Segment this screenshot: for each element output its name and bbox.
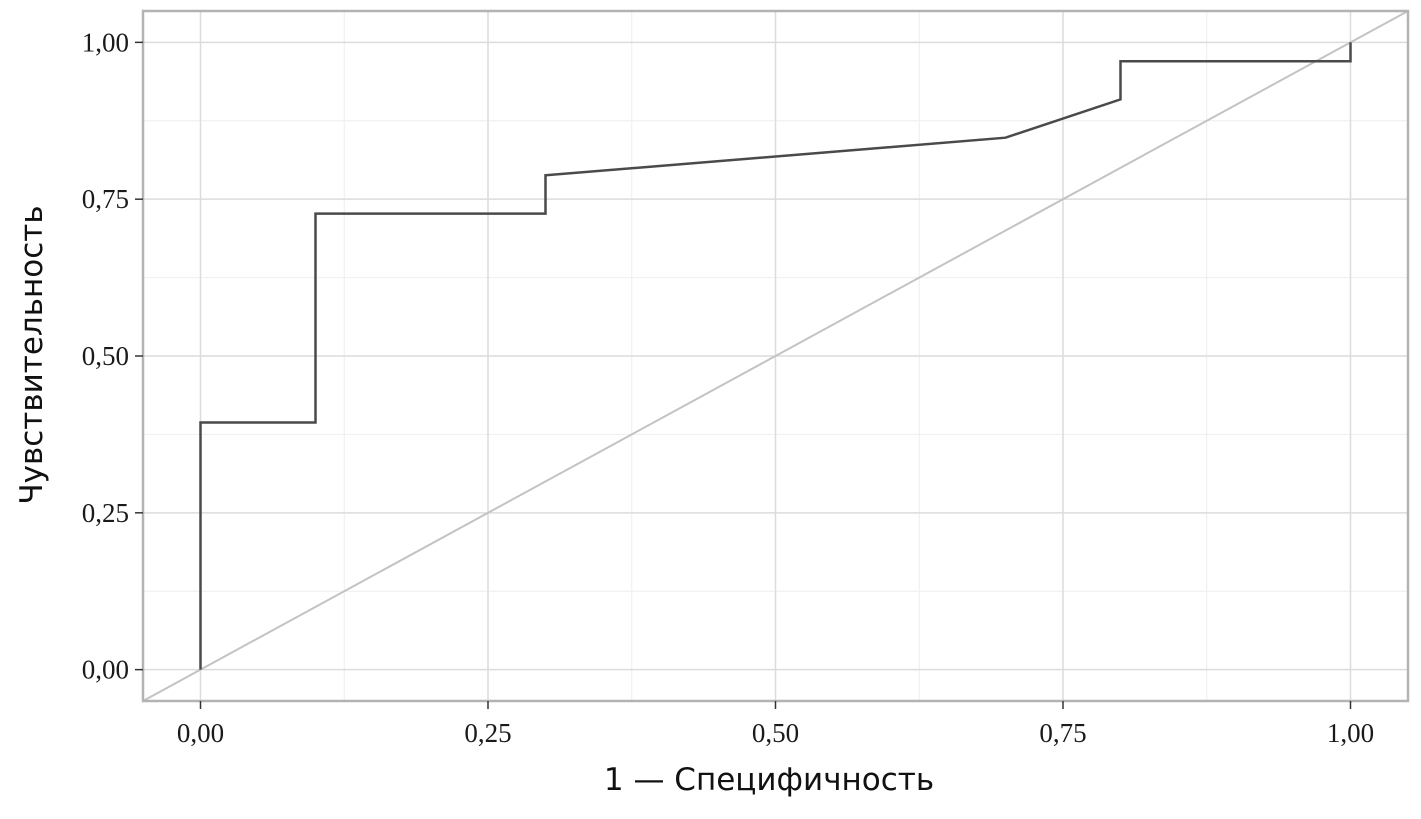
x-tick-label: 0,50 xyxy=(752,718,799,748)
x-tick-label: 0,75 xyxy=(1039,718,1086,748)
x-axis-ticks: 0,00 0,25 0,50 0,75 1,00 xyxy=(177,701,1374,748)
x-tick-label: 0,00 xyxy=(177,718,224,748)
y-axis-title: Чувствительность xyxy=(14,205,50,504)
y-axis-ticks: 0,00 0,25 0,50 0,75 1,00 xyxy=(82,27,143,685)
x-tick-label: 0,25 xyxy=(464,718,511,748)
y-tick-label: 0,25 xyxy=(82,498,129,528)
x-axis-title: 1 — Специфичность xyxy=(604,762,934,798)
grid xyxy=(143,11,1408,701)
reference-diagonal-line xyxy=(142,10,1409,702)
y-tick-label: 1,00 xyxy=(82,27,129,57)
series-layer xyxy=(142,10,1409,702)
x-tick-label: 1,00 xyxy=(1327,718,1374,748)
y-tick-label: 0,00 xyxy=(82,655,129,685)
y-tick-label: 0,75 xyxy=(82,184,129,214)
roc-curve-line xyxy=(199,42,1352,670)
y-tick-label: 0,50 xyxy=(82,341,129,371)
